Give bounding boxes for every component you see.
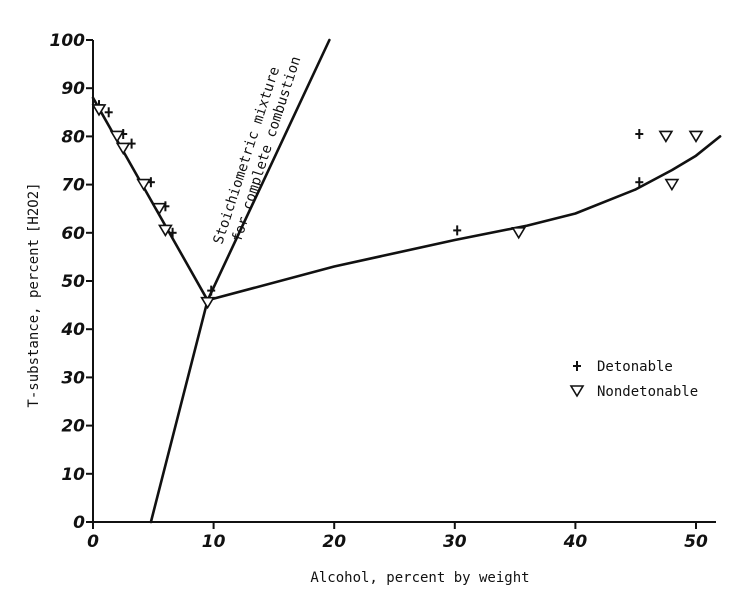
point-detonable <box>168 227 177 238</box>
y-tick-label: 50 <box>61 272 85 292</box>
legend-item-nondetonable: Nondetonable <box>569 384 698 400</box>
point-nondetonable <box>109 130 125 143</box>
y-tick-label: 30 <box>61 368 85 388</box>
x-tick-label: 10 <box>202 532 226 552</box>
point-nondetonable <box>658 130 674 143</box>
y-tick-label: 60 <box>61 224 85 244</box>
curve-left-boundary <box>91 96 209 302</box>
point-nondetonable <box>688 130 704 143</box>
x-tick-label: 40 <box>563 532 588 552</box>
y-tick-label: 20 <box>61 417 85 437</box>
y-ticks: 0 10 20 30 40 50 60 70 80 90 100 <box>50 31 93 533</box>
y-axis-title-main: T-substance, percent <box>26 239 42 408</box>
y-axis-title-group: T-substance, percent [H2O2] <box>26 182 42 407</box>
y-tick-label: 10 <box>61 465 85 485</box>
legend-plus-marker <box>573 361 581 371</box>
point-nondetonable <box>91 104 107 117</box>
legend-label-nondetonable: Nondetonable <box>597 384 698 400</box>
y-tick-label: 80 <box>61 127 85 147</box>
point-nondetonable <box>664 178 680 192</box>
curve-stoichiometric <box>149 38 331 524</box>
y-axis-title-bracket: [ <box>26 225 42 233</box>
point-nondetonable <box>136 178 152 192</box>
y-tick-label: 0 <box>73 513 85 533</box>
legend-item-detonable: Detonable <box>573 359 673 375</box>
point-nondetonable <box>151 202 167 216</box>
point-detonable <box>207 285 216 296</box>
x-axis-title: Alcohol, percent by weight <box>310 570 529 586</box>
legend-triangle-marker <box>569 385 585 398</box>
y-tick-label: 70 <box>61 176 85 196</box>
markers <box>91 100 704 310</box>
legend: Detonable Nondetonable <box>569 359 698 400</box>
point-detonable <box>635 129 644 139</box>
x-tick-label: 30 <box>443 532 467 552</box>
point-nondetonable <box>115 142 131 155</box>
point-nondetonable <box>157 224 173 237</box>
y-tick-label: 90 <box>61 79 85 99</box>
x-ticks: 0 10 20 30 40 50 <box>87 522 708 552</box>
curves <box>91 38 722 524</box>
legend-label-detonable: Detonable <box>597 359 673 375</box>
x-tick-label: 20 <box>322 532 346 552</box>
x-tick-label: 0 <box>87 532 99 552</box>
point-nondetonable <box>200 296 216 310</box>
point-detonable <box>635 177 644 188</box>
y-tick-label: 40 <box>60 320 85 340</box>
y-tick-label: 100 <box>50 31 86 51</box>
point-detonable <box>453 225 462 236</box>
y-axis-title: T-substance, percent [H2O2] <box>26 182 42 407</box>
point-detonable <box>104 107 113 118</box>
plot-area: 0 10 20 30 40 50 60 70 80 90 100 0 10 20 30 40 50 <box>50 31 722 552</box>
y-axis-title-bracket-close: ] <box>26 182 42 190</box>
point-nondetonable <box>511 227 527 240</box>
stoichiometric-annotation: Stoichiometric mixture for complete comb… <box>211 55 305 247</box>
y-axis-title-formula: H2O2 <box>26 191 42 225</box>
curve-right-boundary <box>206 135 722 302</box>
x-tick-label: 50 <box>684 532 708 552</box>
